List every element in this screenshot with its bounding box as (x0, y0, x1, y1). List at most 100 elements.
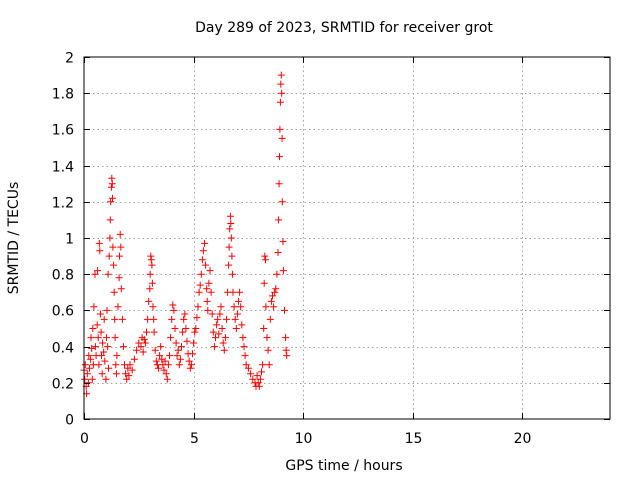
data-point (273, 270, 281, 278)
data-point (107, 198, 115, 206)
data-point (100, 315, 108, 323)
data-point (185, 357, 193, 365)
data-point (274, 249, 282, 256)
x-tick-label: 5 (190, 431, 199, 447)
data-point (277, 71, 285, 79)
data-point (109, 194, 116, 202)
data-point (239, 334, 247, 342)
data-point (227, 234, 235, 242)
data-point (256, 375, 264, 383)
data-point (226, 212, 234, 220)
data-point (225, 261, 233, 269)
data-point (192, 325, 200, 332)
data-point (150, 315, 158, 323)
data-point (207, 288, 215, 296)
data-point (264, 346, 272, 354)
data-point (242, 361, 250, 369)
data-point (98, 370, 106, 378)
data-point (116, 252, 123, 260)
data-point (149, 303, 157, 311)
data-point (88, 344, 96, 352)
data-point (95, 361, 103, 369)
data-point (104, 343, 112, 351)
data-point (128, 366, 136, 374)
data-point (229, 270, 237, 278)
x-tick-label: 15 (405, 431, 423, 447)
data-point (150, 328, 158, 336)
data-point (130, 355, 138, 363)
data-point (271, 288, 279, 296)
data-point (283, 352, 291, 360)
y-tick-label: 0.2 (52, 377, 74, 393)
data-point (101, 357, 109, 365)
data-point (141, 339, 149, 347)
data-point (85, 352, 93, 360)
data-point (115, 274, 123, 282)
y-tick-label: 0.6 (52, 304, 74, 320)
data-point (96, 310, 104, 318)
data-point (208, 310, 216, 318)
data-point (176, 355, 184, 363)
data-point (279, 238, 287, 246)
data-point (109, 243, 117, 251)
data-point (99, 339, 107, 347)
data-point (158, 355, 166, 363)
data-point (172, 339, 180, 347)
data-point (237, 303, 245, 311)
data-point (213, 321, 221, 329)
data-point (88, 375, 96, 383)
data-point (178, 343, 185, 351)
data-point (113, 352, 121, 360)
data-point (282, 334, 290, 342)
data-point (162, 370, 170, 378)
data-point (197, 270, 205, 278)
data-point (278, 198, 286, 206)
data-point (84, 379, 92, 387)
y-tick-label: 1.4 (52, 160, 74, 176)
data-point (108, 180, 116, 188)
data-point (235, 297, 242, 305)
data-point (279, 267, 287, 275)
data-point (209, 328, 217, 336)
data-point (169, 301, 177, 309)
data-point (157, 343, 165, 351)
data-point (81, 375, 89, 383)
data-point (191, 328, 199, 336)
y-axis-label: SRMTID / TECUs (6, 182, 22, 295)
data-point (230, 303, 238, 311)
data-point (267, 297, 275, 305)
data-point (220, 346, 228, 354)
data-point (193, 314, 201, 322)
data-point (148, 261, 156, 269)
data-point (152, 357, 160, 365)
data-point (97, 328, 105, 336)
grid-lines (84, 57, 610, 419)
data-point (240, 343, 248, 351)
data-point (145, 297, 153, 305)
data-point (277, 80, 285, 88)
data-point (110, 261, 118, 269)
data-point (106, 234, 114, 242)
data-point (203, 297, 211, 305)
data-point (122, 370, 130, 378)
data-point (94, 267, 102, 275)
data-point (247, 370, 255, 378)
data-point (276, 125, 284, 133)
data-point (199, 247, 207, 255)
data-point (182, 325, 190, 332)
data-point (126, 361, 134, 369)
data-point (231, 315, 239, 323)
data-point (170, 306, 178, 314)
data-point (189, 350, 196, 358)
data-point (144, 315, 152, 323)
data-point (272, 285, 280, 293)
data-point (202, 261, 210, 269)
data-point (219, 339, 227, 347)
data-point (282, 346, 290, 354)
data-point (86, 364, 93, 372)
data-point (241, 352, 249, 360)
data-point (114, 303, 122, 311)
data-point (221, 334, 229, 342)
data-point (214, 315, 222, 323)
data-point (258, 368, 265, 376)
